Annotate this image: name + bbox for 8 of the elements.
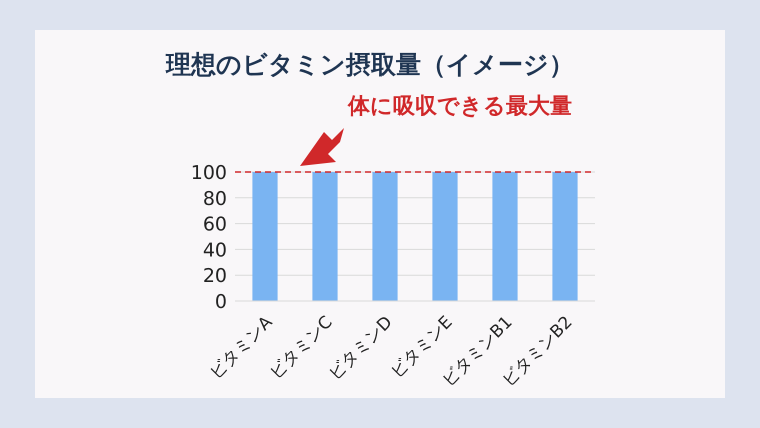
y-tick-label: 60	[202, 214, 227, 236]
ref-line-label: 体に吸収できる最大量	[347, 94, 572, 119]
chart-title: 理想のビタミン摂取量（イメージ）	[165, 50, 574, 79]
y-tick-label: 80	[202, 188, 227, 210]
y-tick-label: 40	[202, 239, 227, 262]
y-tick-label: 100	[190, 162, 227, 184]
y-tick-label: 0	[214, 291, 227, 313]
y-tick-label: 20	[202, 265, 227, 288]
